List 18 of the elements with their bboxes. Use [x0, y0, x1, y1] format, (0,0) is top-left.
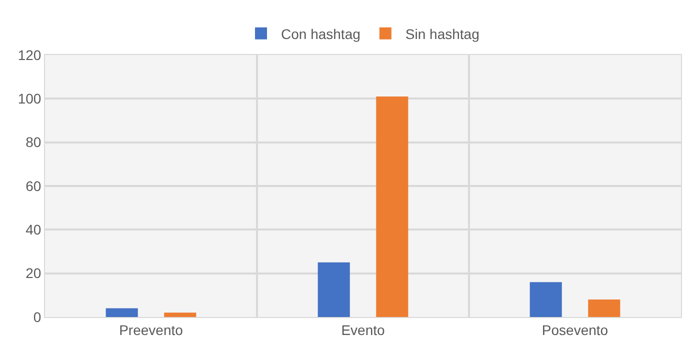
y-tick-label: 80	[26, 134, 42, 150]
bar	[164, 312, 196, 317]
y-tick-label: 60	[26, 178, 42, 194]
x-tick-label: Preevento	[119, 322, 184, 338]
y-tick-label: 100	[18, 90, 42, 107]
y-tick-label: 120	[18, 46, 42, 63]
legend-label: Con hashtag	[281, 26, 360, 42]
bar	[530, 282, 562, 317]
y-tick-label: 40	[26, 222, 42, 238]
bar	[376, 96, 408, 317]
bar	[106, 308, 138, 317]
bar	[588, 300, 620, 317]
bar	[318, 262, 350, 317]
legend-label: Sin hashtag	[405, 26, 480, 42]
y-tick-label: 0	[33, 308, 42, 325]
x-tick-label: Posevento	[542, 322, 608, 338]
y-tick-label: 20	[26, 265, 42, 282]
x-tick-label: Evento	[341, 322, 386, 338]
